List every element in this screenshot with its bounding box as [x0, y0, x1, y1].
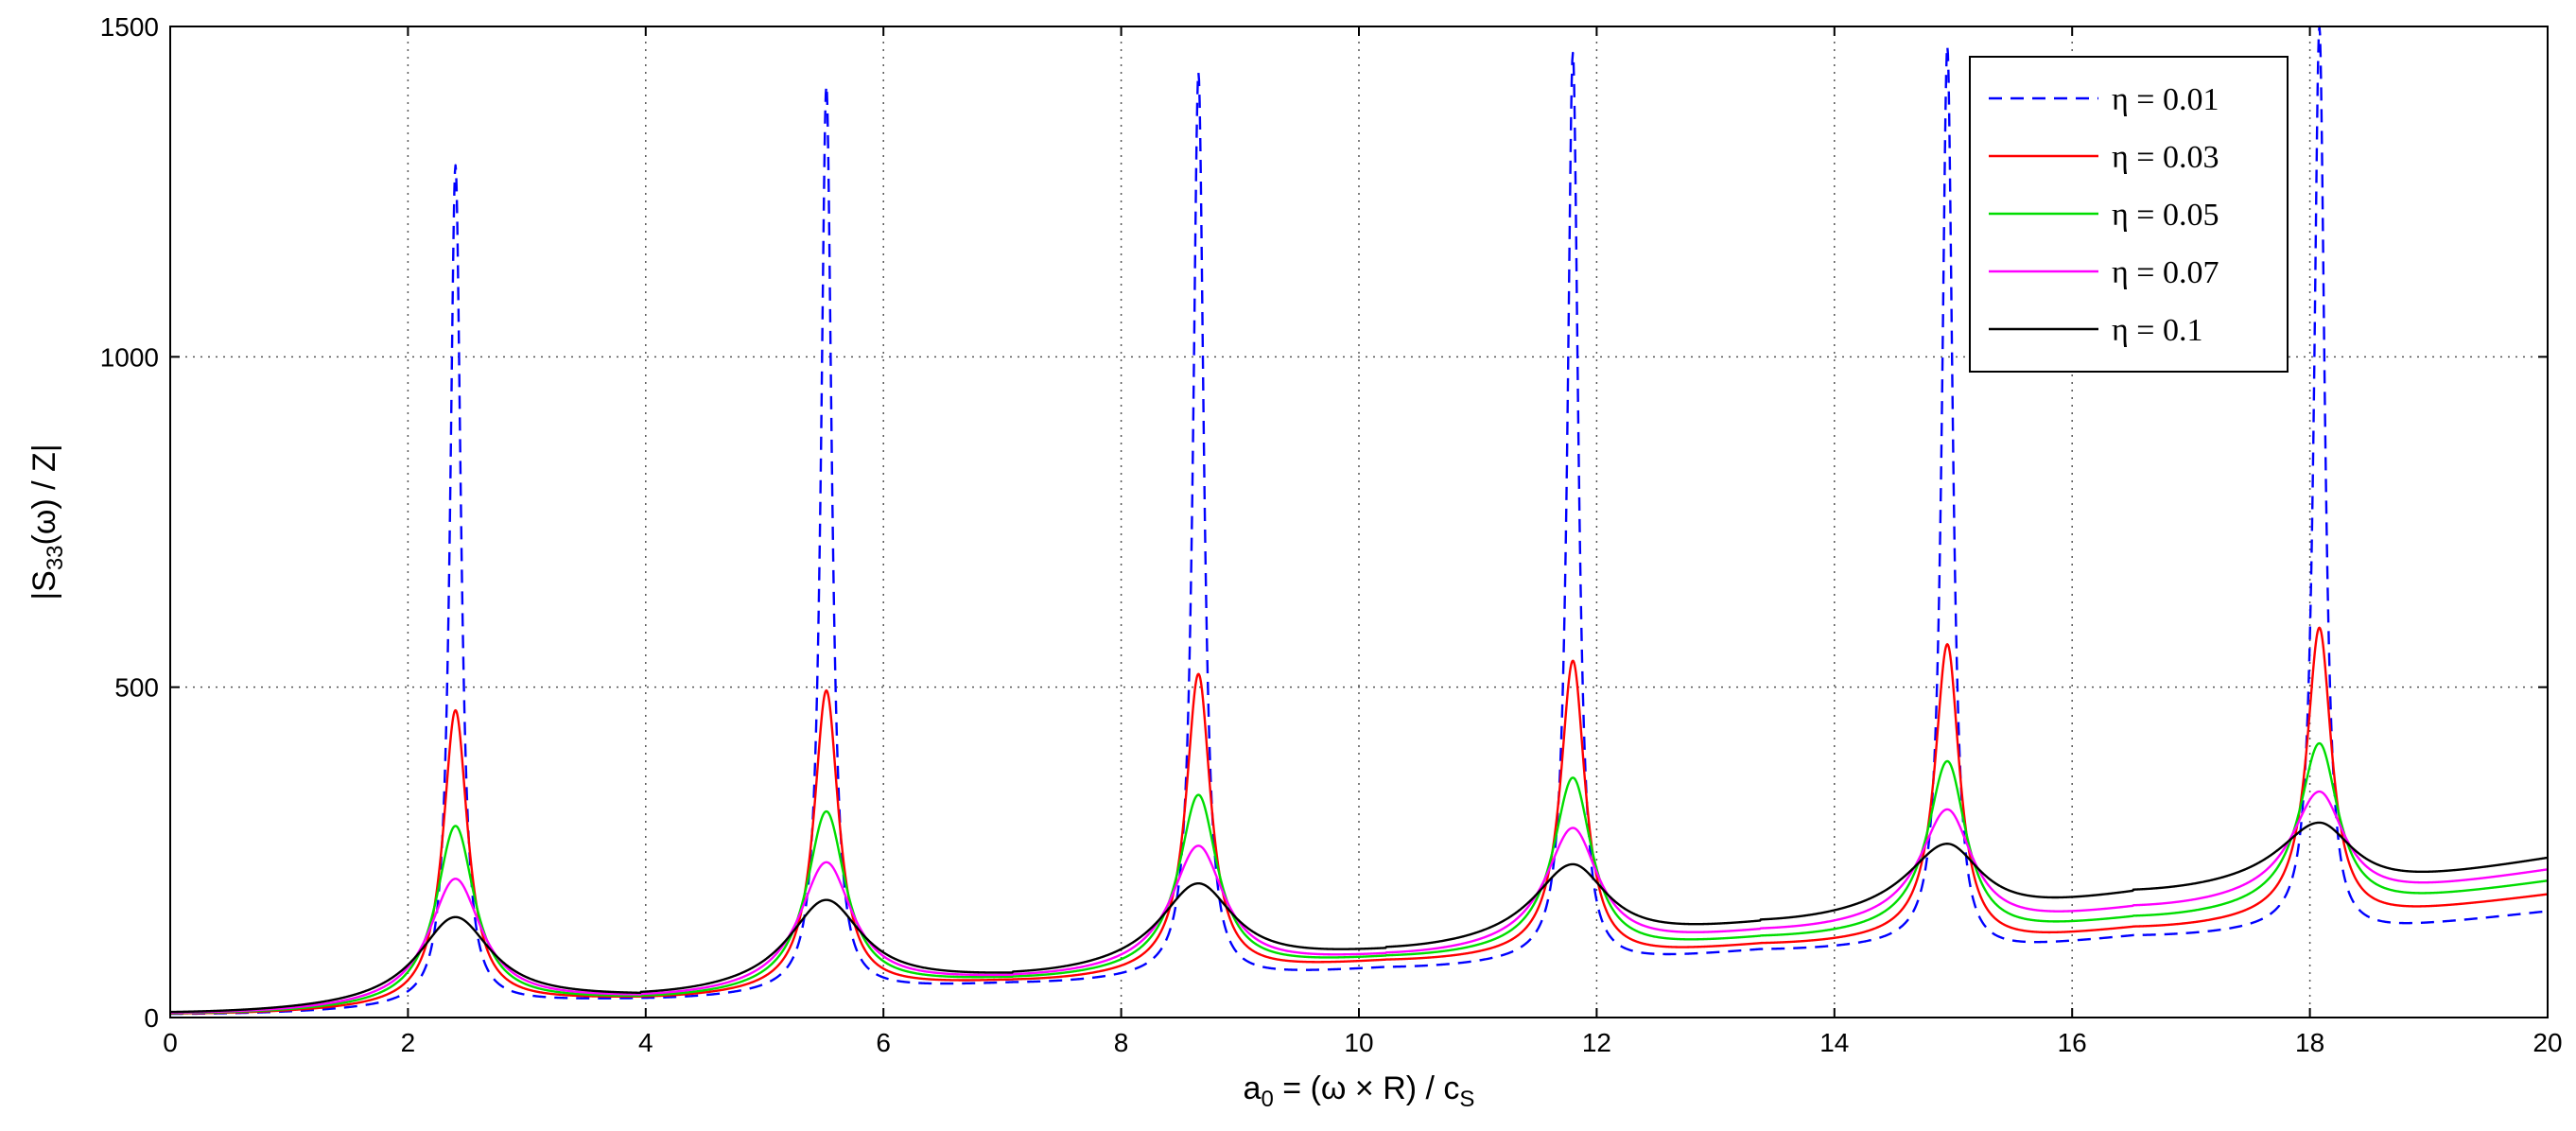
x-tick-label: 14 — [1819, 1028, 1849, 1057]
legend-label-4: η = 0.07 — [2112, 255, 2219, 290]
x-axis-label-sub: 0 — [1261, 1087, 1273, 1112]
x-tick-label: 2 — [401, 1028, 416, 1057]
y-tick-label: 1000 — [100, 342, 159, 372]
series-line-4 — [169, 790, 2549, 1014]
x-axis-label-rest: = (ω × R) / c — [1274, 1070, 1460, 1106]
y-axis-label-post: (ω) / Z| — [26, 444, 62, 545]
series-line-2 — [169, 626, 2549, 1015]
y-tick-label: 500 — [114, 673, 159, 703]
x-tick-label: 8 — [1114, 1028, 1129, 1057]
series-layer — [169, 25, 2549, 1016]
x-tick-label: 20 — [2532, 1028, 2562, 1057]
x-tick-label: 12 — [1582, 1028, 1611, 1057]
legend-label-2: η = 0.03 — [2112, 140, 2219, 175]
legend-label-3: η = 0.05 — [2112, 198, 2219, 233]
y-tick-label: 1500 — [100, 12, 159, 42]
tick-labels: 0 2 4 6 8 10 12 14 16 18 20 0 500 1000 1500 — [100, 12, 2563, 1057]
y-axis-label-pre: |S — [26, 570, 62, 600]
series-line-3 — [169, 741, 2549, 1015]
series-line-5 — [169, 821, 2549, 1014]
legend-label-1: η = 0.01 — [2112, 82, 2219, 117]
x-tick-label: 6 — [876, 1028, 891, 1057]
x-axis-label-main: a — [1244, 1070, 1262, 1106]
x-axis-label: a0 = (ω × R) / cS — [1244, 1070, 1475, 1112]
legend: η = 0.01 η = 0.03 η = 0.05 η = 0.07 η = 0.1 — [1969, 56, 2289, 373]
y-tick-label: 0 — [144, 1003, 159, 1033]
y-axis-label: |S33(ω) / Z| — [26, 444, 68, 600]
ticks — [169, 26, 2549, 1018]
x-tick-label: 18 — [2295, 1028, 2324, 1057]
grid — [170, 26, 2548, 1018]
legend-label-5: η = 0.1 — [2112, 313, 2202, 348]
x-tick-label: 10 — [1344, 1028, 1373, 1057]
x-axis-label-sub2: S — [1459, 1087, 1474, 1112]
x-tick-label: 0 — [163, 1028, 178, 1057]
series-line-1 — [169, 25, 2549, 1016]
y-axis-label-sub: 33 — [43, 545, 68, 570]
x-tick-label: 4 — [638, 1028, 653, 1057]
x-tick-label: 16 — [2058, 1028, 2087, 1057]
